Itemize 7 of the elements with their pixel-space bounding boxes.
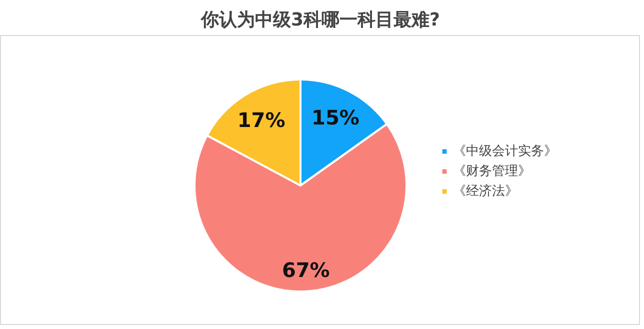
chart-title: 你认为中级3科哪一科目最难?	[200, 10, 440, 30]
data-label: 67%	[282, 258, 330, 282]
data-label: 15%	[312, 106, 360, 130]
data-label: 17%	[237, 108, 286, 132]
legend-label: 《财务管理》	[453, 163, 531, 180]
legend-label: 《经济法》	[453, 183, 518, 200]
legend-label: 《中级会计实务》	[453, 143, 557, 160]
